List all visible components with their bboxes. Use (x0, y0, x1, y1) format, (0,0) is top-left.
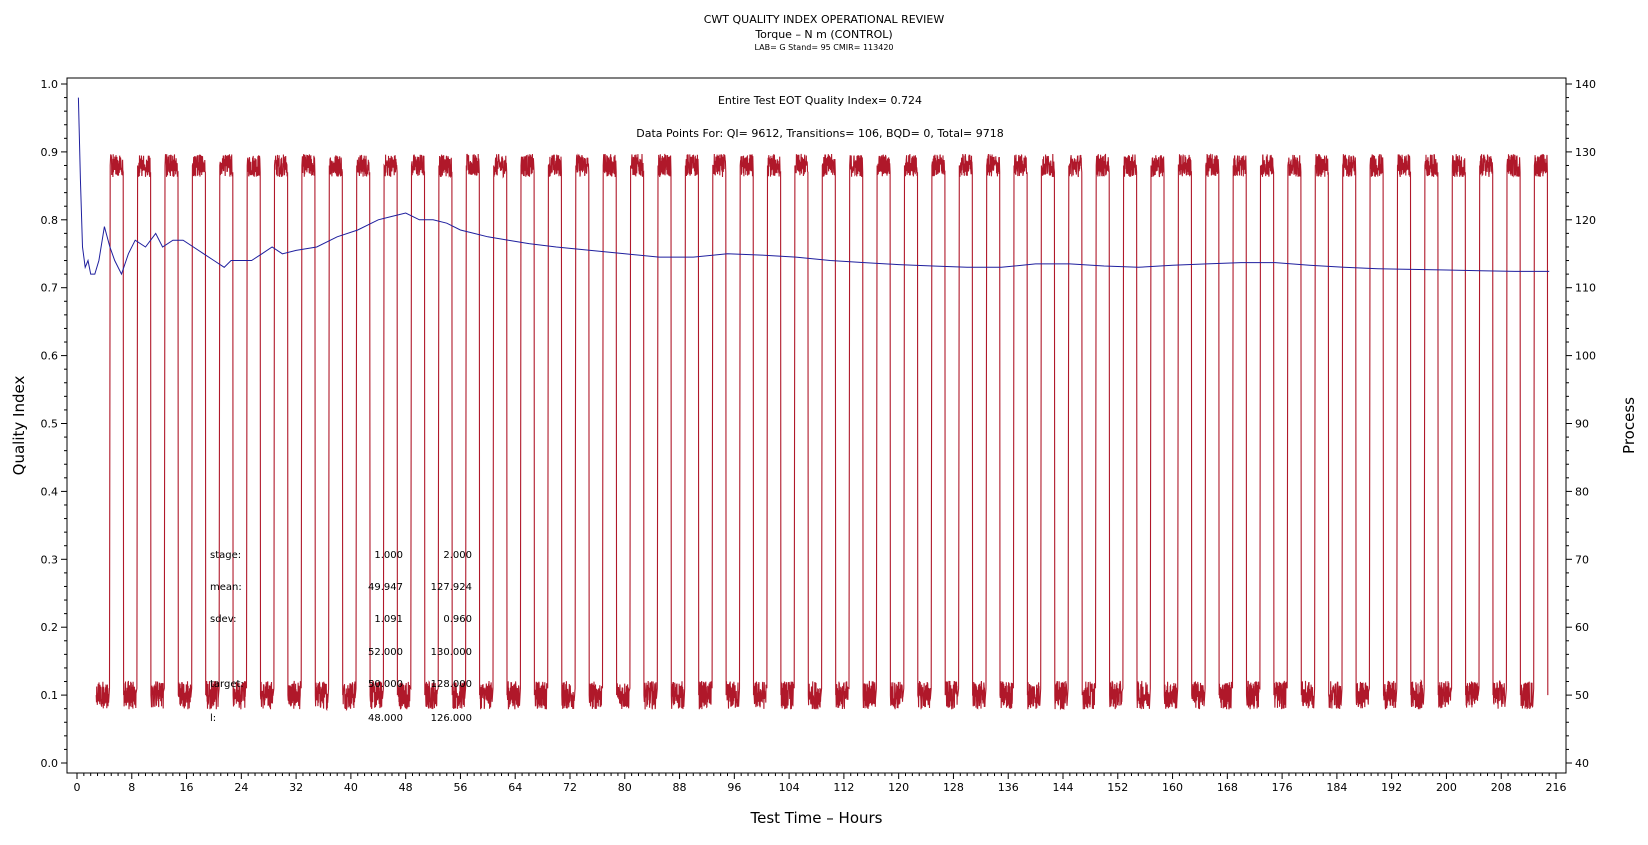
y2-tick-label: 140 (1575, 78, 1596, 91)
x-tick-label: 152 (1107, 781, 1128, 794)
plot-frame (66, 77, 1567, 774)
x-tick-label: 48 (399, 781, 413, 794)
x-axis-label: Test Time – Hours (750, 809, 883, 827)
y2-tick-label: 110 (1575, 282, 1596, 295)
stats-value-stage1: 48.000 (368, 713, 403, 724)
x-tick-label: 136 (998, 781, 1019, 794)
x-tick-label: 32 (289, 781, 303, 794)
data-points-annotation: Data Points For: QI= 9612, Transitions= … (636, 127, 1004, 140)
x-tick-label: 112 (833, 781, 854, 794)
stats-label: l: (210, 713, 216, 724)
stats-value-stage1: 52.000 (368, 647, 403, 658)
stats-label: mean: (210, 582, 242, 593)
y2-tick-label: 130 (1575, 146, 1596, 159)
y2-tick-label: 90 (1575, 418, 1589, 431)
stats-label: sdev: (210, 614, 236, 625)
y-tick-label: 0.8 (41, 214, 59, 227)
y2-tick-label: 60 (1575, 621, 1589, 634)
x-tick-label: 192 (1381, 781, 1402, 794)
y-tick-label: 0.9 (41, 146, 59, 159)
y2-tick-label: 100 (1575, 350, 1596, 363)
x-tick-label: 168 (1217, 781, 1238, 794)
chart-subtitle: Torque – N m (CONTROL) (755, 28, 893, 41)
x-tick-label: 96 (727, 781, 741, 794)
y2-tick-label: 40 (1575, 757, 1589, 770)
x-tick-label: 56 (453, 781, 467, 794)
x-tick-label: 24 (234, 781, 248, 794)
y-axis-label: Quality Index (10, 376, 28, 476)
x-tick-label: 80 (618, 781, 632, 794)
x-tick-label: 160 (1162, 781, 1183, 794)
y-tick-label: 0.7 (41, 282, 59, 295)
stats-value-stage2: 127.924 (431, 582, 472, 593)
x-tick-label: 184 (1326, 781, 1347, 794)
y-tick-label: 0.5 (41, 418, 59, 431)
x-tick-label: 176 (1272, 781, 1293, 794)
stats-value-stage2: 126.000 (431, 713, 472, 724)
y-tick-label: 0.1 (41, 689, 59, 702)
x-tick-label: 16 (180, 781, 194, 794)
x-tick-label: 200 (1436, 781, 1457, 794)
y2-tick-label: 50 (1575, 689, 1589, 702)
stats-label: stage: (210, 550, 241, 561)
chart-title: CWT QUALITY INDEX OPERATIONAL REVIEW (703, 13, 945, 26)
y-tick-label: 0.4 (41, 485, 59, 498)
x-tick-label: 216 (1546, 781, 1567, 794)
stats-value-stage1: 1.091 (374, 614, 403, 625)
stats-value-stage1: 1.000 (374, 550, 403, 561)
y-tick-label: 0.2 (41, 621, 59, 634)
x-tick-label: 8 (128, 781, 135, 794)
y2-tick-label: 70 (1575, 553, 1589, 566)
stats-label: target: (210, 679, 244, 690)
stats-value-stage2: 0.960 (443, 614, 472, 625)
x-tick-label: 64 (508, 781, 522, 794)
x-tick-label: 144 (1053, 781, 1074, 794)
y-tick-label: 0.0 (41, 757, 59, 770)
chart-subsubtitle: LAB= G Stand= 95 CMIR= 113420 (754, 43, 894, 52)
x-tick-label: 88 (673, 781, 687, 794)
y-tick-label: 0.3 (41, 553, 59, 566)
x-tick-label: 72 (563, 781, 577, 794)
eot-quality-index-annotation: Entire Test EOT Quality Index= 0.724 (718, 94, 922, 107)
x-tick-label: 104 (779, 781, 800, 794)
y-tick-label: 1.0 (41, 78, 59, 91)
x-tick-label: 0 (74, 781, 81, 794)
stats-value-stage1: 49.947 (368, 582, 403, 593)
y2-tick-label: 120 (1575, 214, 1596, 227)
y-tick-label: 0.6 (41, 350, 59, 363)
stats-value-stage2: 130.000 (431, 647, 472, 658)
x-tick-label: 120 (888, 781, 909, 794)
quality-index-series-line (77, 97, 1550, 276)
x-tick-label: 128 (943, 781, 964, 794)
x-tick-label: 208 (1491, 781, 1512, 794)
y2-axis-label: Process (1620, 397, 1638, 454)
process-series-line (95, 153, 1549, 712)
y2-tick-label: 80 (1575, 485, 1589, 498)
stats-value-stage2: 2.000 (443, 550, 472, 561)
stats-value-stage2: 128.000 (431, 679, 472, 690)
x-tick-label: 40 (344, 781, 358, 794)
stats-value-stage1: 50.000 (368, 679, 403, 690)
